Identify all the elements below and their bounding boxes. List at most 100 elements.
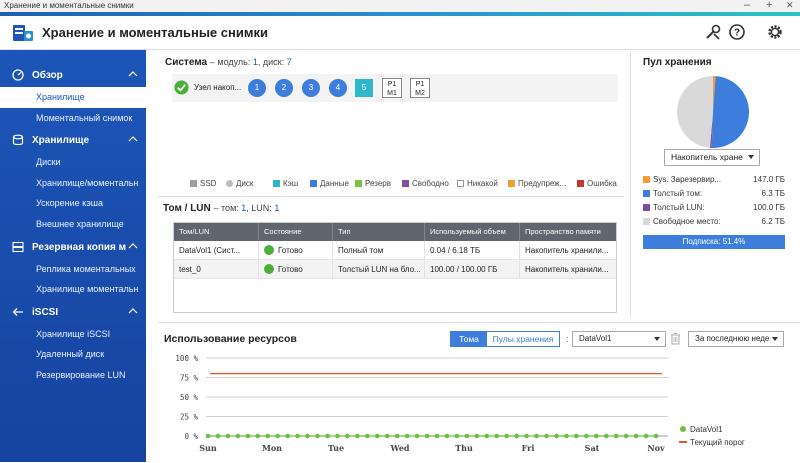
sidebar-item-storage-overview[interactable]: Хранилище	[0, 87, 146, 108]
sidebar-item-remote-disk[interactable]: Удаленный диск	[36, 349, 105, 360]
cell-space: Накопитель хранили...	[525, 265, 609, 274]
x-tick-label: Nov	[647, 443, 665, 453]
sidebar-section-label: Хранилище	[32, 135, 90, 147]
volume-panel: Том / LUN – том: 1, LUN: 1 Том/LUN Состо…	[158, 196, 624, 316]
col-type[interactable]: Тип	[333, 223, 425, 241]
data-point	[593, 433, 599, 439]
trash-icon[interactable]	[670, 332, 681, 345]
legend-error: Ошибка	[577, 179, 617, 188]
sidebar-section-label: Резервная копия мо	[32, 241, 126, 253]
legend-ssd: SSD	[190, 179, 216, 188]
data-point	[215, 433, 221, 439]
sidebar-section-iscsi[interactable]: iSCSI	[0, 300, 146, 324]
legend-free: Свободно	[402, 179, 449, 188]
volume-select[interactable]: DataVol1	[572, 331, 666, 347]
maximize-icon[interactable]: +	[766, 0, 773, 11]
data-point	[414, 433, 420, 439]
chevron-up-icon[interactable]	[128, 306, 138, 316]
volume-table: Том/LUN Состояние Тип Используемый объем…	[173, 222, 617, 313]
data-point	[285, 433, 290, 439]
pcie-slot-m1[interactable]: P1 M1	[382, 78, 402, 98]
pool-selector[interactable]: Накопитель хране	[664, 149, 760, 166]
tools-icon[interactable]	[704, 23, 722, 41]
col-status[interactable]: Состояние	[259, 223, 333, 241]
data-point	[554, 433, 559, 439]
database-icon	[12, 134, 24, 146]
tab-volumes[interactable]: Тома	[451, 332, 487, 346]
y-tick-label: 25 %	[180, 413, 199, 422]
table-row[interactable]: DataVol1 (Сист... Готово Полный том 0.04…	[174, 241, 616, 260]
window-titlebar: Хранение и моментальные снимки – + ✕	[0, 0, 800, 12]
sidebar-section-overview[interactable]: Обзор	[0, 63, 146, 87]
svg-text:?: ?	[734, 28, 740, 39]
cell-status: Готово	[259, 260, 333, 279]
data-point	[564, 433, 569, 439]
chevron-down-icon	[772, 337, 778, 341]
node-label: Узел накоп...	[194, 83, 242, 92]
y-tick-label: 50 %	[180, 393, 199, 402]
resource-title: Использование ресурсов	[164, 333, 297, 345]
help-icon[interactable]: ?	[728, 23, 746, 41]
disk-slot[interactable]: 3	[302, 79, 320, 97]
pie-slice-2	[709, 112, 713, 148]
sidebar-item-disks[interactable]: Диски	[36, 157, 61, 168]
chevron-up-icon[interactable]	[128, 241, 138, 251]
data-point	[454, 433, 460, 439]
minimize-icon[interactable]: –	[744, 0, 751, 11]
data-point	[633, 433, 639, 439]
ssd-slot[interactable]: 5	[355, 79, 373, 97]
sidebar-item-iscsi-storage[interactable]: Хранилище iSCSI	[36, 328, 111, 339]
gear-icon[interactable]	[766, 23, 784, 41]
sidebar-item-lun-backup[interactable]: Резервирование LUN	[36, 369, 126, 380]
pie-slice-3	[677, 76, 713, 148]
col-volume[interactable]: Том/LUN	[174, 223, 259, 241]
data-point	[335, 433, 340, 439]
ok-check-icon	[264, 264, 274, 274]
sidebar-section-backup[interactable]: Резервная копия мо	[0, 235, 146, 259]
disk-slot[interactable]: 4	[329, 79, 347, 97]
table-row[interactable]: test_0 Готово Толстый LUN на бло... 100.…	[174, 260, 616, 279]
sidebar: Обзор Хранилище Моментальный снимок Хран…	[0, 50, 146, 462]
x-tick-label: Fri	[522, 443, 535, 453]
data-point	[613, 433, 619, 439]
sidebar-item-external-storage[interactable]: Внешнее хранилище	[36, 218, 124, 229]
legend-threshold: Текущий порог	[678, 438, 800, 447]
data-point	[464, 433, 470, 439]
disk-slot[interactable]: 2	[275, 79, 293, 97]
sidebar-item-storage-snapshots[interactable]: Хранилище/моментальн	[36, 177, 139, 188]
cell-type: Толстый LUN на бло...	[333, 260, 425, 279]
data-point	[364, 433, 370, 439]
tab-pools[interactable]: Пулы хранения	[487, 332, 559, 346]
window-title: Хранение и моментальные снимки	[4, 1, 134, 10]
cell-status: Готово	[259, 241, 333, 260]
chevron-up-icon[interactable]	[128, 134, 138, 144]
close-icon[interactable]: ✕	[786, 0, 794, 10]
data-point	[444, 433, 450, 439]
enclosure-node[interactable]: Узел накоп... 1 2 3 4 5 P1 M1 P1 M2	[172, 74, 618, 102]
data-point	[623, 433, 629, 439]
sidebar-item-snapshot-replica[interactable]: Реплика моментальных	[36, 263, 136, 274]
disk-slot[interactable]: 1	[248, 79, 266, 97]
data-point	[574, 433, 579, 439]
sidebar-item-cache-acceleration[interactable]: Ускорение кэша	[36, 198, 104, 209]
volume-title: Том / LUN – том: 1, LUN: 1	[163, 203, 280, 214]
cell-type: Полный том	[333, 241, 425, 260]
time-range-select[interactable]: За последнюю неде	[688, 331, 784, 347]
sidebar-item-snapshot-overview[interactable]: Моментальный снимок	[36, 112, 133, 123]
data-point	[404, 433, 410, 439]
sidebar-section-storage[interactable]: Хранилище	[0, 128, 146, 152]
pool-row-reserved: Sys. Зарезервир... 147.0 ГБ	[643, 175, 785, 187]
col-used[interactable]: Используемый объем	[425, 223, 520, 241]
sidebar-item-snapshot-vault[interactable]: Хранилище моментальн	[36, 284, 139, 295]
data-point	[374, 433, 380, 439]
disk-legend: SSD Диск Кэш Данные Резерв Свободно Ника…	[190, 179, 620, 191]
data-point	[235, 433, 241, 439]
x-tick-label: Thu	[455, 443, 473, 453]
data-point	[494, 433, 500, 439]
col-space[interactable]: Пространство памяти	[520, 223, 616, 241]
pcie-slot-m2[interactable]: P1 M2	[410, 78, 430, 98]
pool-title: Пул хранения	[643, 57, 712, 68]
data-point	[355, 433, 360, 439]
legend-disk: Диск	[226, 179, 253, 188]
chevron-up-icon[interactable]	[128, 69, 138, 79]
